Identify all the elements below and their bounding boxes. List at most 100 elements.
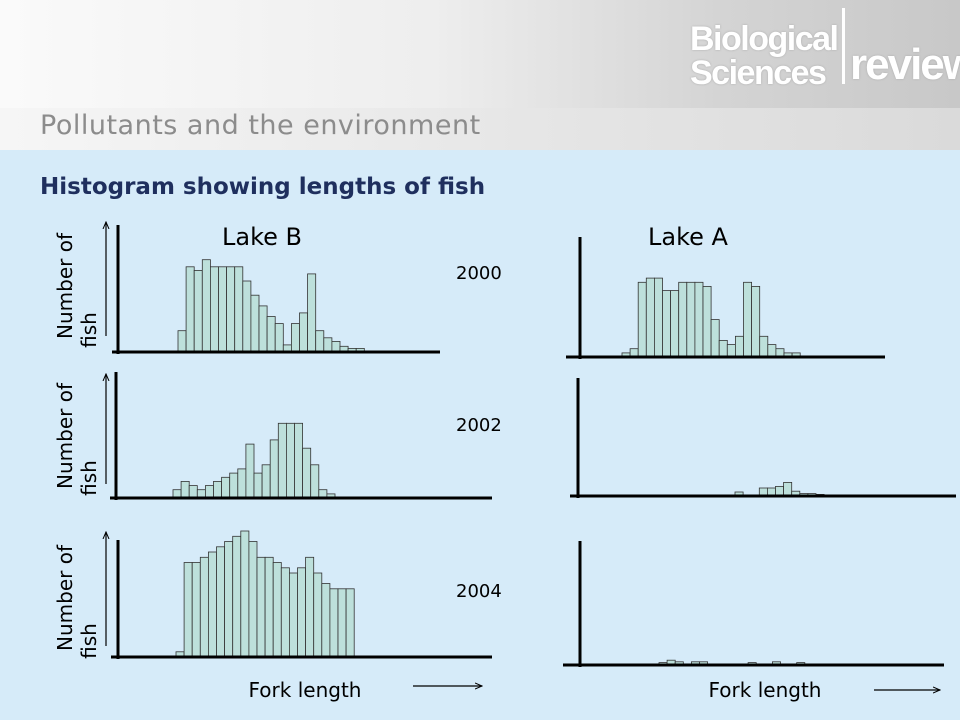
histogram-bar [177, 330, 187, 353]
header-title-band [0, 108, 960, 150]
histogram-bar [735, 335, 744, 358]
histogram-bar [310, 464, 320, 499]
histogram-bar [213, 480, 223, 499]
histogram-bar [261, 464, 271, 499]
xlabel-lake-a: Fork length [709, 678, 822, 702]
histogram-bar [258, 305, 268, 353]
histogram-bar [686, 281, 696, 358]
histogram-bar [250, 294, 260, 353]
logo-word-review: review [850, 40, 960, 89]
histogram-bar [285, 422, 295, 499]
histogram-bar [256, 556, 266, 658]
histogram-lake-a-2000 [566, 237, 885, 359]
ylabel-2000-line1: Number of [53, 232, 77, 339]
histogram-bar [726, 344, 736, 358]
histogram-bar [188, 485, 198, 499]
arrow-group [106, 222, 940, 690]
histogram-bar [218, 266, 228, 353]
histogram-bar [216, 546, 226, 658]
histogram-bar [743, 281, 753, 358]
histogram-bar [323, 337, 333, 353]
histogram-bar [277, 422, 287, 499]
histogram-bar [294, 422, 304, 499]
histogram-bar [297, 567, 307, 658]
histogram-bar [637, 281, 647, 358]
ylabel-2000-line2: fish [77, 312, 101, 348]
histogram-bar [288, 572, 298, 658]
ylabel-2004-line2: fish [77, 623, 101, 659]
histogram-bar [224, 541, 234, 658]
histogram-bar [302, 447, 312, 499]
histogram-bar [232, 535, 242, 658]
histogram-lake-b-2004 [111, 530, 492, 659]
ylabel-2004-line1: Number of [53, 544, 77, 651]
slide-title: Histogram showing lengths of fish [40, 174, 486, 200]
histogram-bar [180, 480, 190, 499]
histogram-bar [299, 312, 309, 353]
histogram-bar [654, 277, 663, 358]
histogram-bar [313, 572, 323, 658]
histogram-bar [237, 468, 247, 499]
journal-logo: Biological Sciences review [690, 8, 960, 94]
histogram-bar [337, 588, 347, 658]
year-label-2000: 2000 [456, 263, 502, 284]
histogram-bar [207, 551, 217, 658]
header-title: Pollutants and the environment [40, 110, 481, 141]
histogram-bar [193, 269, 203, 353]
year-label-2002: 2002 [456, 415, 502, 436]
histogram-bar [234, 266, 244, 353]
histogram-bar [290, 323, 300, 353]
histogram-bar [315, 330, 325, 353]
histogram-lake-b-2000 [112, 225, 440, 354]
logo-word-sciences: Sciences [690, 54, 827, 92]
histogram-bar [269, 439, 279, 499]
histogram-bar [183, 562, 193, 658]
histogram-bar [201, 259, 211, 353]
histogram-bar [229, 472, 239, 499]
logo-divider [842, 8, 845, 84]
histogram-bar [185, 266, 195, 353]
year-label-2004: 2004 [456, 581, 502, 602]
histogram-bar [345, 588, 355, 658]
histogram-bar [240, 530, 250, 658]
histogram-bar [718, 339, 728, 358]
histogram-bar [191, 562, 201, 658]
histogram-bar [280, 567, 290, 658]
histogram-bar [272, 562, 282, 658]
histogram-bar [209, 266, 219, 353]
panel-group [110, 225, 956, 667]
lake-b-label: Lake B [222, 223, 302, 251]
histogram-bar [670, 290, 680, 358]
histogram-bar [266, 316, 276, 353]
histogram-bar [767, 344, 777, 358]
histogram-bar [226, 266, 236, 353]
histogram-bar [264, 556, 274, 658]
histogram-lake-a-2002 [570, 378, 956, 498]
histogram-bar [242, 280, 252, 353]
ylabel-2002-line1: Number of [53, 382, 77, 489]
logo-word-biological: Biological [690, 20, 839, 58]
histogram-bar [199, 556, 209, 658]
histogram-bar [759, 335, 769, 358]
histogram-bar [751, 285, 761, 358]
histogram-bar [645, 277, 655, 358]
histogram-lake-b-2002 [110, 372, 492, 500]
histogram-bar [329, 588, 339, 658]
histogram-bar [204, 485, 214, 499]
histogram-bar [702, 285, 712, 358]
histogram-bar [274, 323, 284, 353]
histogram-bar [221, 476, 231, 499]
histogram-bar [710, 319, 720, 358]
ylabel-2002-line2: fish [77, 460, 101, 496]
histogram-bar [694, 281, 704, 358]
histogram-lake-a-2004 [563, 541, 944, 667]
histogram-bar [307, 273, 317, 353]
label-group: Lake B Lake A 2000 2002 2004 Number of f… [53, 223, 821, 702]
histogram-bar [245, 443, 255, 499]
histogram-bar [248, 541, 258, 658]
histogram-bar [305, 556, 315, 658]
histogram-bar [783, 481, 793, 497]
xlabel-lake-b: Fork length [249, 678, 362, 702]
histogram-bar [662, 290, 672, 358]
